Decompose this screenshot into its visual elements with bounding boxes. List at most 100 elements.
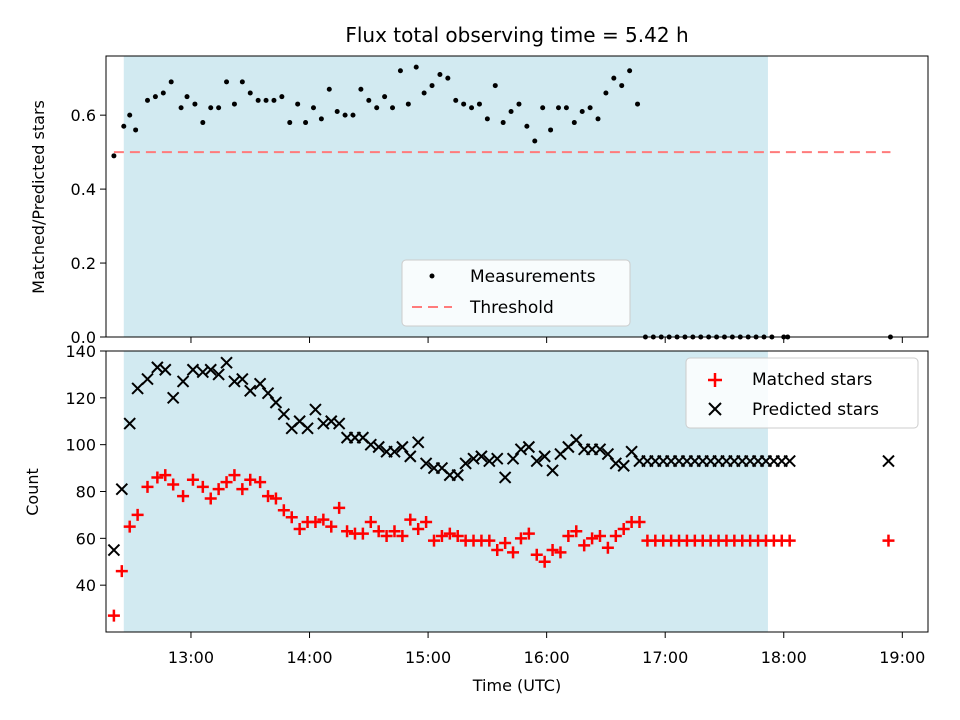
- bottom-y-tick-label: 60: [76, 529, 96, 548]
- predicted-star-point: [522, 440, 536, 454]
- predicted-star-point: [601, 447, 615, 461]
- predicted-star-point: [451, 468, 464, 482]
- predicted-star-point: [498, 471, 512, 484]
- top-panel-frame: [105, 55, 929, 338]
- bottom-legend: Matched stars Predicted stars: [685, 357, 919, 429]
- measurement-point: [127, 112, 133, 118]
- bottom-y-axis-label: Count: [23, 468, 42, 516]
- measurement-point: [208, 105, 214, 111]
- matched-star-point: [115, 565, 128, 578]
- matched-star-point: [364, 515, 377, 528]
- matched-star-point: [882, 534, 895, 547]
- measurement-point: [516, 101, 522, 107]
- matched-star-point: [141, 480, 154, 493]
- matched-star-point: [309, 515, 322, 528]
- matched-star-point: [538, 555, 551, 568]
- predicted-star-point: [609, 457, 623, 470]
- predicted-star-point: [411, 436, 425, 449]
- predicted-star-point: [309, 403, 322, 416]
- predicted-star-point: [364, 438, 377, 451]
- measurement-point: [279, 94, 285, 100]
- measurement-point: [397, 68, 403, 74]
- matched-star-point: [186, 473, 199, 486]
- measurement-point: [508, 108, 514, 114]
- predicted-star-point: [261, 386, 275, 400]
- top-y-tick-label: 0.4: [71, 180, 96, 199]
- matched-star-point: [131, 508, 144, 521]
- matched-star-point: [451, 529, 464, 542]
- measurement-point: [350, 112, 356, 118]
- matched-star-point: [269, 492, 282, 505]
- bottom-x-tick-label: 18:00: [761, 648, 807, 667]
- predicted-star-point: [404, 450, 417, 463]
- legend-threshold-label: Threshold: [469, 298, 554, 318]
- matched-star-point: [196, 480, 209, 493]
- matched-star-point: [325, 520, 338, 533]
- top-y-ticks: 0.0 0.2 0.4 0.6: [71, 106, 106, 347]
- measurement-point: [445, 75, 451, 81]
- chart-title: Flux total observing time = 5.42 h: [345, 23, 688, 47]
- top-y-tick-label: 0.0: [71, 328, 96, 347]
- predicted-star-point: [459, 457, 472, 470]
- matched-star-point: [388, 525, 401, 538]
- matched-star-point: [593, 529, 606, 542]
- bottom-panel-shaded-region: [123, 351, 768, 632]
- predicted-star-point: [269, 396, 283, 409]
- predicted-star-point: [212, 368, 225, 381]
- predicted-star-point: [244, 384, 257, 398]
- predicted-star-point: [396, 440, 409, 454]
- predicted-star-point: [475, 450, 488, 463]
- measurement-point: [318, 116, 324, 122]
- top-y-axis-label: Matched/Predicted stars: [29, 100, 48, 294]
- top-legend-box: [401, 259, 631, 327]
- predicted-star-point: [467, 452, 480, 465]
- bottom-panel: 40 60 80 100 120 140 13:00 14:00 15:00 16:00 17:0…: [23, 342, 929, 695]
- predicted-star-point: [783, 454, 796, 468]
- matched-star-point: [530, 548, 543, 561]
- predicted-star-point: [107, 543, 121, 557]
- predicted-star-point: [530, 454, 543, 468]
- measurement-point: [579, 108, 585, 114]
- predicted-star-point: [483, 454, 496, 468]
- predicted-star-point: [131, 382, 144, 395]
- matched-star-point: [212, 483, 225, 496]
- matched-star-point: [522, 527, 535, 540]
- measurement-point: [152, 94, 158, 100]
- measurement-point: [358, 86, 364, 92]
- legend-matched-label: Matched stars: [752, 370, 872, 390]
- matched-star-point: [317, 513, 330, 526]
- matched-star-point: [404, 513, 417, 526]
- predicted-star-point: [372, 440, 385, 454]
- bottom-x-tick-label: 17:00: [642, 648, 688, 667]
- matched-star-point: [554, 546, 567, 559]
- measurement-point: [231, 101, 237, 107]
- matched-star-point: [412, 522, 425, 535]
- measurement-point: [571, 120, 577, 126]
- predicted-star-point: [176, 375, 190, 388]
- measurement-point: [532, 138, 538, 144]
- bottom-y-ticks: 40 60 80 100 120 140: [65, 342, 106, 595]
- matched-star-point: [491, 544, 504, 557]
- measurement-point: [192, 101, 198, 107]
- bottom-panel-points: [107, 356, 895, 622]
- predicted-star-point: [882, 454, 895, 468]
- measurement-point: [413, 64, 419, 70]
- measurement-point: [500, 120, 506, 126]
- matched-star-point: [578, 539, 591, 552]
- predicted-star-point: [593, 443, 607, 456]
- matched-star-point: [380, 529, 393, 542]
- matched-star-point: [499, 537, 512, 550]
- measurement-point: [239, 79, 245, 85]
- measurement-point: [540, 105, 546, 111]
- measurement-point: [461, 101, 467, 107]
- bottom-y-tick-label: 80: [76, 483, 96, 502]
- matched-star-point: [277, 504, 290, 517]
- matched-star-point: [220, 476, 233, 489]
- matched-star-point: [236, 483, 249, 496]
- predicted-star-point: [166, 391, 180, 405]
- measurement-point: [603, 90, 609, 96]
- predicted-star-point: [228, 375, 241, 388]
- predicted-star-point: [570, 433, 583, 447]
- matched-star-point: [570, 525, 583, 538]
- measurement-point: [627, 68, 633, 74]
